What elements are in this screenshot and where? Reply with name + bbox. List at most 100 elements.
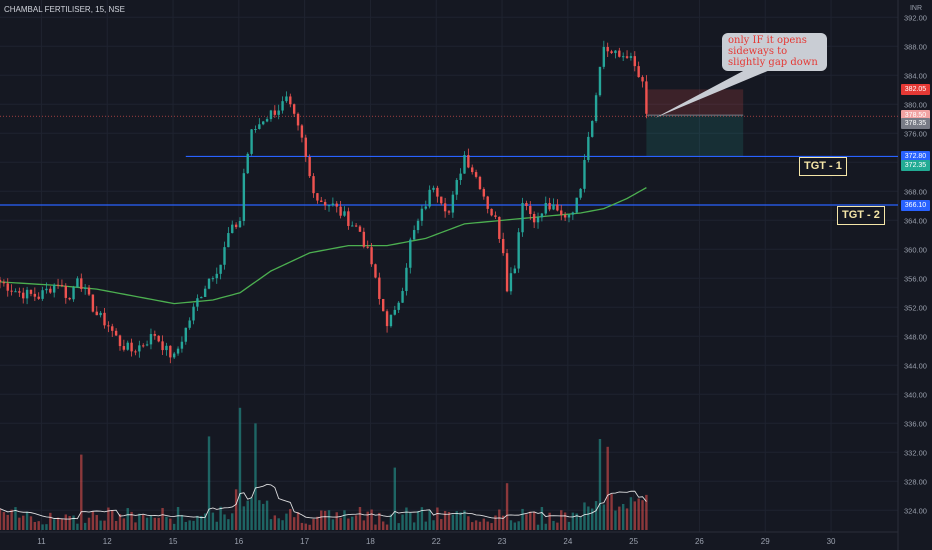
volume-bar: [83, 522, 87, 530]
candle-body: [91, 294, 95, 312]
volume-bar: [72, 515, 75, 530]
candle-body: [509, 273, 513, 292]
candle-body: [254, 128, 257, 130]
candle-body: [18, 291, 21, 293]
x-tick-label: 12: [103, 537, 112, 546]
callout-pointer: [655, 70, 770, 118]
volume-bar: [370, 509, 373, 530]
candle-body: [517, 232, 520, 269]
volume-bar: [335, 512, 338, 530]
volume-bar: [157, 517, 160, 530]
y-tick-label: 336.00: [904, 419, 927, 428]
y-tick-label: 352.00: [904, 303, 927, 312]
candle-body: [130, 342, 133, 352]
candle-body: [316, 193, 319, 201]
y-tick-label: 368.00: [904, 187, 927, 196]
candle-body: [579, 188, 582, 198]
candle-body: [331, 203, 335, 206]
volume-bar: [548, 512, 551, 530]
volume-bar: [60, 518, 64, 530]
moving-average-line: [0, 187, 647, 305]
volume-bar: [219, 506, 222, 530]
volume-bar: [45, 524, 48, 530]
candle-body: [420, 208, 424, 221]
volume-bar: [556, 522, 559, 530]
candle-body: [563, 215, 567, 218]
volume-bar: [347, 518, 350, 530]
volume-bar: [0, 508, 2, 530]
volume-bar: [362, 520, 366, 530]
volume-bar: [37, 521, 40, 530]
volume-bar: [169, 518, 172, 530]
candle-body: [246, 153, 249, 174]
volume-bar: [262, 503, 265, 530]
y-tick-label: 376.00: [904, 129, 927, 138]
volume-bar: [594, 501, 598, 530]
volume-bar: [358, 506, 362, 530]
candle-body: [424, 206, 427, 209]
candle-body: [463, 155, 466, 174]
volume-bar: [145, 517, 149, 530]
y-tick-label: 380.00: [904, 100, 927, 109]
callout-note[interactable]: only IF it opens sideways to slightly ga…: [722, 33, 827, 71]
candle-body: [99, 312, 102, 316]
candle-body: [532, 213, 536, 223]
candle-body: [366, 246, 369, 248]
volume-bar: [389, 514, 393, 530]
candle-body: [556, 204, 559, 211]
candle-body: [351, 225, 354, 227]
candle-body: [637, 66, 640, 78]
volume-bar: [99, 520, 102, 530]
volume-bar: [501, 515, 505, 530]
candle-body: [265, 119, 269, 122]
volume-bar: [602, 504, 606, 530]
volume-bar: [447, 511, 451, 530]
candle-body: [381, 298, 385, 312]
candle-body: [196, 298, 199, 307]
candle-body: [625, 56, 629, 58]
volume-bar: [211, 512, 215, 530]
candle-body: [176, 348, 180, 354]
volume-bar: [258, 500, 261, 530]
candle-body: [459, 173, 462, 181]
candle-body: [22, 292, 25, 299]
volume-bar: [223, 514, 226, 530]
volume-bar: [207, 436, 211, 530]
x-tick-label: 15: [169, 537, 178, 546]
price-tag: 372.80: [901, 150, 930, 162]
candle-body: [157, 335, 160, 342]
candle-body: [41, 290, 44, 299]
volume-bar: [397, 523, 400, 530]
volume-bar: [432, 520, 435, 530]
volume-bar: [583, 502, 586, 530]
candle-body: [490, 208, 493, 216]
x-tick-label: 18: [366, 537, 375, 546]
tgt1-label[interactable]: TGT - 1: [799, 157, 847, 176]
volume-bar: [14, 507, 17, 530]
candle-body: [606, 46, 609, 52]
candle-body: [478, 176, 482, 190]
volume-bar: [563, 512, 567, 530]
candle-body: [289, 96, 292, 105]
volume-bar: [6, 514, 9, 530]
candle-body: [262, 121, 265, 125]
candle-body: [467, 155, 470, 168]
x-tick-label: 23: [498, 537, 507, 546]
volume-bar: [296, 512, 300, 530]
candle-body: [505, 253, 509, 292]
candle-body: [165, 345, 168, 351]
candle-body: [304, 137, 307, 157]
tgt2-label[interactable]: TGT - 2: [837, 206, 885, 225]
volume-bar: [575, 513, 578, 530]
volume-bar: [474, 520, 478, 530]
y-tick-label: 340.00: [904, 390, 927, 399]
candle-body: [548, 202, 551, 210]
symbol-title: CHAMBAL FERTILISER, 15, NSE: [4, 5, 125, 14]
volume-bar: [29, 516, 33, 530]
candle-body: [153, 334, 157, 336]
candle-body: [234, 224, 238, 228]
volume-bar: [385, 524, 389, 530]
y-tick-label: 392.00: [904, 13, 927, 22]
time-axis: 11 12 15 16 17 18 22 23 24 25 26 29 30: [37, 537, 836, 546]
